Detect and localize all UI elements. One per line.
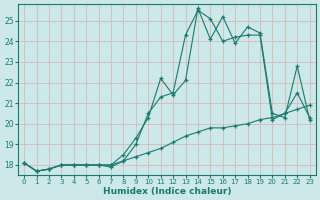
X-axis label: Humidex (Indice chaleur): Humidex (Indice chaleur) <box>103 187 231 196</box>
